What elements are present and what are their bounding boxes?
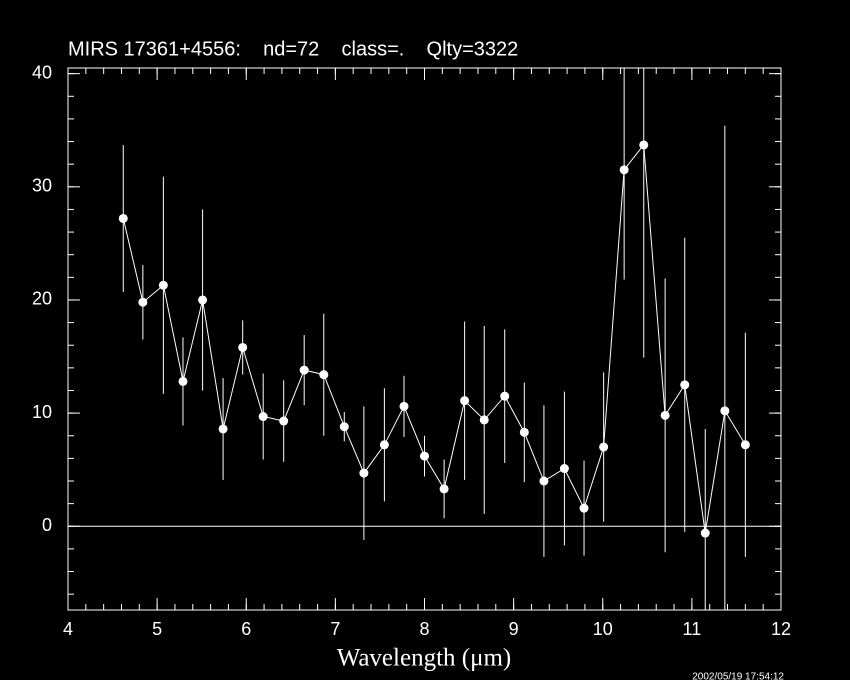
data-point: [258, 412, 268, 422]
plot-area: [118, 68, 750, 610]
data-point: [680, 380, 690, 390]
data-point: [599, 442, 609, 452]
data-point: [579, 503, 589, 513]
data-point: [198, 295, 208, 305]
data-line: [122, 143, 746, 534]
data-point: [559, 464, 569, 474]
y-tick-label: 20: [32, 289, 52, 309]
data-point: [158, 280, 168, 290]
data-point: [299, 365, 309, 375]
y-tick-label: 10: [32, 402, 52, 422]
x-tick-label: 12: [771, 619, 791, 639]
data-point: [399, 401, 409, 411]
data-point: [420, 451, 429, 461]
data-point: [479, 415, 489, 425]
timestamp: 2002/05/19 17:54:12: [692, 672, 784, 680]
x-tick-label: 5: [152, 619, 162, 639]
plot-frame: [67, 67, 782, 611]
data-point: [740, 440, 750, 450]
x-tick-label: 8: [419, 619, 429, 639]
y-tick-label: 30: [32, 176, 52, 196]
x-tick-label: 6: [241, 619, 251, 639]
data-point: [319, 370, 329, 380]
x-tick-label: 4: [63, 619, 73, 639]
data-point: [279, 416, 289, 426]
x-tick-label: 10: [593, 619, 613, 639]
data-point: [519, 427, 529, 437]
data-point: [539, 476, 549, 486]
data-point: [379, 440, 389, 450]
data-point: [238, 342, 248, 352]
chart-title: MIRS 17361+4556: nd=72 class=. Qlty=3322: [68, 38, 518, 60]
data-point: [118, 213, 128, 223]
y-tick-label: 40: [32, 62, 52, 82]
y-tick-label: 0: [42, 515, 52, 535]
data-point: [700, 528, 710, 538]
x-tick-label: 9: [509, 619, 519, 639]
data-point: [339, 422, 349, 432]
x-tick-label: 7: [330, 619, 340, 639]
data-point: [660, 410, 670, 420]
data-point: [720, 406, 730, 416]
data-point: [359, 468, 369, 478]
data-point: [460, 396, 470, 406]
data-point: [439, 484, 449, 494]
data-point: [178, 376, 188, 386]
x-axis-label: Wavelength (μm): [337, 645, 512, 672]
data-point: [639, 140, 649, 150]
data-point: [138, 297, 148, 307]
x-tick-label: 11: [683, 619, 702, 639]
data-point: [218, 424, 228, 434]
data-point: [619, 165, 629, 175]
data-point: [500, 391, 510, 401]
